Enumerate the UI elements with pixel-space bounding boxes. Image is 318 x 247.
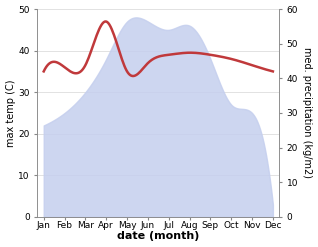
X-axis label: date (month): date (month)	[117, 231, 199, 242]
Y-axis label: max temp (C): max temp (C)	[5, 79, 16, 147]
Y-axis label: med. precipitation (kg/m2): med. precipitation (kg/m2)	[302, 47, 313, 179]
